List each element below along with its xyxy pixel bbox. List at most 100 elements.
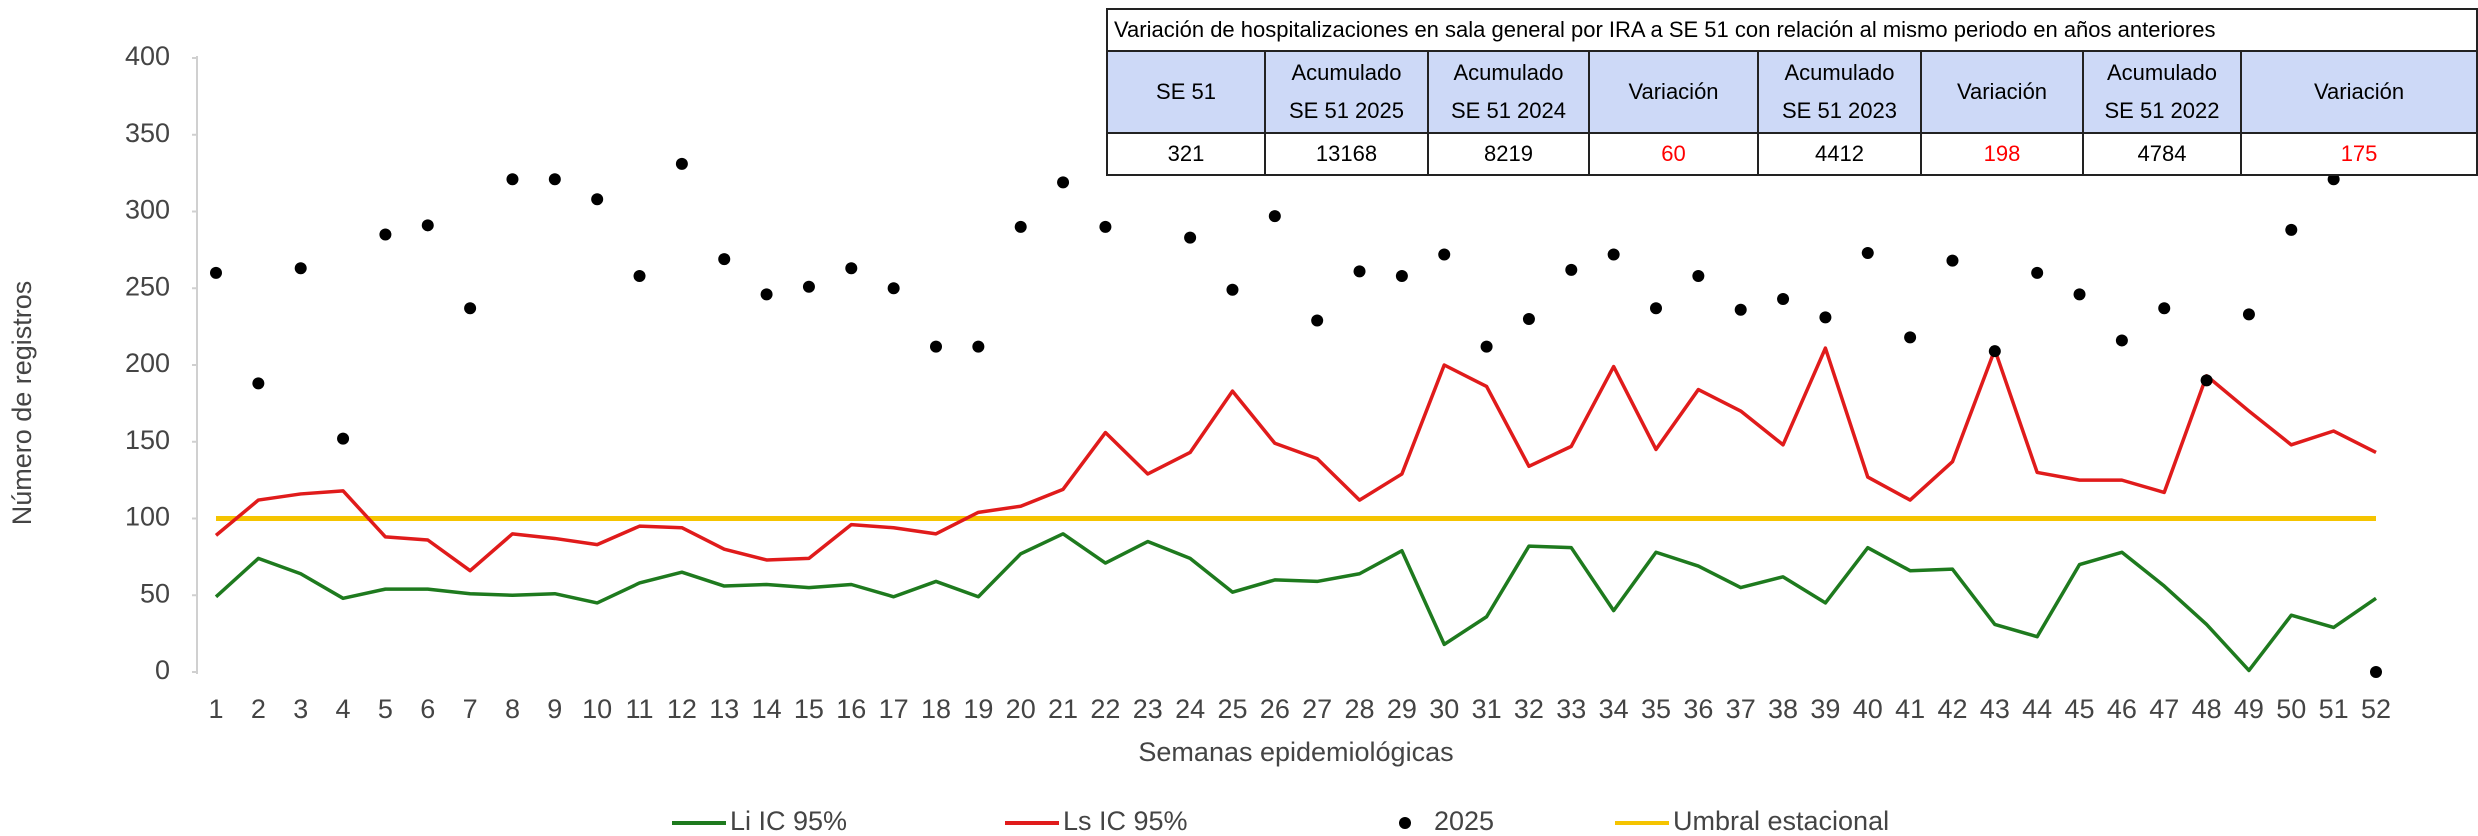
data-point	[1819, 311, 1832, 324]
data-point	[1226, 283, 1239, 296]
x-tick-label: 19	[963, 694, 993, 724]
x-tick-label: 26	[1260, 694, 1290, 724]
data-point	[1057, 176, 1070, 189]
x-tick-label: 37	[1726, 694, 1756, 724]
x-tick-label: 52	[2361, 694, 2391, 724]
header-row: SE 51 Acumulado SE 51 2025 Acumulado SE 51 2…	[1106, 50, 2478, 134]
y-tick-label: 150	[125, 425, 170, 455]
data-point	[1099, 220, 1112, 233]
data-cell: 4412	[1757, 132, 1922, 176]
table-title-row: Variación de hospitalizaciones en sala g…	[1105, 8, 2478, 52]
data-point	[506, 173, 519, 186]
data-point	[2200, 374, 2213, 387]
x-axis-title: Semanas epidemiológicas	[1138, 737, 1453, 767]
header-line: SE 51 2024	[1451, 98, 1566, 123]
x-tick-label: 49	[2234, 694, 2264, 724]
data-point	[548, 173, 561, 186]
data-point	[252, 377, 265, 390]
header-cell: SE 51	[1106, 50, 1266, 134]
data-point	[421, 219, 434, 232]
x-tick-label: 4	[336, 694, 351, 724]
data-point	[930, 340, 942, 353]
header-line: Acumulado	[1784, 60, 1895, 85]
data-point	[1650, 302, 1662, 315]
x-tick-label: 32	[1514, 694, 1544, 724]
data-point	[2115, 334, 2128, 347]
data-row: 321 13168 8219 60 4412 198 4784 175	[1106, 132, 2478, 176]
x-tick-label: 50	[2276, 694, 2306, 724]
header-cell: Acumulado SE 51 2023	[1757, 50, 1922, 134]
x-tick-label: 22	[1090, 694, 1120, 724]
x-tick-label: 51	[2319, 694, 2349, 724]
x-tick-label: 48	[2192, 694, 2222, 724]
x-tick-label: 34	[1599, 694, 1629, 724]
header-line: Acumulado	[1291, 60, 1402, 85]
data-point	[1480, 340, 1493, 353]
x-tick-label: 12	[667, 694, 697, 724]
data-point	[1184, 231, 1197, 244]
y-axis-title: Número de registros	[7, 281, 37, 526]
x-tick-label: 47	[2149, 694, 2179, 724]
x-tick-label: 6	[420, 694, 435, 724]
header-line: Variación	[1956, 79, 2048, 104]
x-tick-label: 24	[1175, 694, 1205, 724]
data-point	[1861, 246, 1874, 259]
header-cell: Variación	[1920, 50, 2084, 134]
x-tick-label: 18	[921, 694, 951, 724]
y-tick-label: 0	[155, 655, 170, 685]
data-point	[591, 193, 604, 206]
x-tick-label: 23	[1133, 694, 1163, 724]
header-cell: Acumulado SE 51 2024	[1427, 50, 1590, 134]
legend-label: Ls IC 95%	[1063, 806, 1188, 836]
header-line: Acumulado	[2106, 60, 2218, 85]
y-tick-label: 300	[125, 195, 170, 225]
data-point	[2031, 266, 2044, 279]
data-point	[1522, 312, 1535, 325]
x-tick-label: 8	[505, 694, 520, 724]
x-tick-label: 21	[1048, 694, 1078, 724]
x-tick-label: 42	[1937, 694, 1967, 724]
header-line: SE 51 2023	[1782, 98, 1897, 123]
x-tick-label: 20	[1006, 694, 1036, 724]
header-cell: Acumulado SE 51 2022	[2082, 50, 2242, 134]
x-tick-label: 17	[879, 694, 909, 724]
x-tick-label: 39	[1810, 694, 1840, 724]
data-point	[633, 269, 646, 282]
data-cell: 13168	[1264, 132, 1429, 176]
data-point	[2285, 223, 2298, 236]
data-point	[1268, 210, 1281, 223]
header-cell: Variación	[2239, 50, 2478, 134]
data-point	[1438, 248, 1451, 261]
header-line: Variación	[2314, 79, 2405, 104]
summary-table: Variación de hospitalizaciones en sala g…	[1105, 8, 2478, 176]
data-point	[294, 262, 307, 275]
data-point	[1311, 314, 1324, 327]
header-line: Acumulado	[1453, 60, 1564, 85]
x-tick-label: 45	[2065, 694, 2095, 724]
data-point	[1565, 263, 1578, 276]
x-tick-label: 43	[1980, 694, 2010, 724]
data-point	[972, 340, 985, 353]
y-tick-label: 50	[140, 578, 170, 608]
x-tick-label: 46	[2107, 694, 2137, 724]
data-point	[2158, 302, 2171, 315]
data-point	[1946, 254, 1959, 267]
y-tick-label: 250	[125, 271, 170, 301]
table-body: Variación de hospitalizaciones en sala g…	[1105, 8, 2478, 176]
legend-label: Umbral estacional	[1673, 806, 1889, 836]
legend-label: Li IC 95%	[730, 806, 847, 836]
x-tick-label: 44	[2022, 694, 2052, 724]
y-tick-label: 100	[125, 502, 170, 532]
y-tick-label: 350	[125, 118, 170, 148]
x-tick-label: 13	[709, 694, 739, 724]
data-point	[718, 253, 731, 266]
data-point	[1734, 303, 1747, 316]
data-point	[1904, 331, 1917, 344]
data-point	[1014, 220, 1027, 233]
data-cell: 4784	[2082, 132, 2242, 176]
series-line	[214, 532, 2377, 673]
data-cell: 198	[1920, 132, 2084, 176]
x-tick-label: 35	[1641, 694, 1671, 724]
